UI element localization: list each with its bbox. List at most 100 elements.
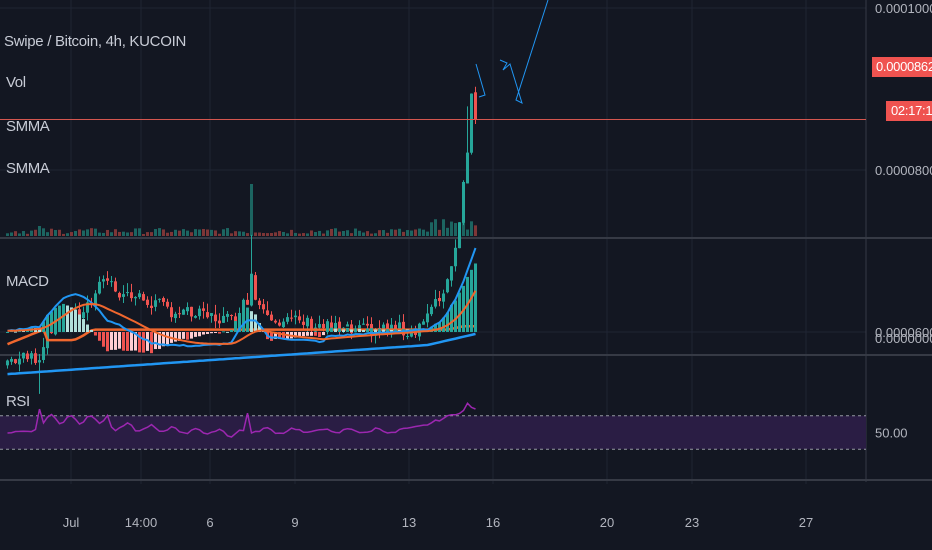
volume-bar [282, 231, 285, 236]
candle-body [338, 321, 341, 330]
candle-body [282, 321, 285, 328]
macd-histogram-bar [78, 314, 81, 332]
user-drawing[interactable] [475, 0, 549, 104]
volume-bar [22, 231, 25, 236]
volume-bar [42, 228, 45, 236]
macd-histogram-bar [326, 328, 329, 332]
indicator-label-smma-2[interactable]: SMMA [6, 160, 50, 177]
volume-bar [106, 229, 109, 236]
volume-bar [78, 229, 81, 236]
candle-body [190, 306, 193, 317]
candle-body [322, 323, 325, 329]
macd-series [6, 247, 477, 354]
macd-histogram-bar [238, 313, 241, 332]
volume-bar [18, 233, 21, 236]
macd-histogram-bar [186, 332, 189, 340]
candle-body [294, 315, 297, 318]
candle-body [410, 331, 413, 337]
volume-bar [130, 232, 133, 236]
volume-bar [50, 228, 53, 236]
macd-histogram-bar [258, 323, 261, 332]
candle-body [426, 313, 429, 323]
macd-histogram-bar [110, 332, 113, 350]
candle-body [250, 273, 253, 306]
macd-histogram-bar [66, 305, 69, 332]
candle-body [182, 309, 185, 315]
candle-body [226, 313, 229, 317]
candle-body [258, 300, 261, 306]
candle-body [206, 312, 209, 318]
y-tick-label: 0.00008000 [875, 163, 932, 178]
macd-histogram-bar [142, 332, 145, 353]
macd-histogram-bar [294, 332, 297, 338]
volume-bar [342, 230, 345, 236]
candle-body [254, 275, 257, 300]
macd-histogram-bar [438, 322, 441, 332]
indicator-label-smma-1[interactable]: SMMA [6, 118, 50, 135]
macd-histogram-bar [250, 311, 253, 332]
y-tick-label: 0.00000000 [875, 331, 932, 346]
candle-body [466, 152, 469, 184]
volume-bar [170, 231, 173, 236]
volume-bar [226, 228, 229, 236]
volume-bar [26, 233, 29, 236]
projection-arrow-1 [475, 63, 486, 98]
smma-slow-line [7, 332, 476, 376]
candle-body [310, 318, 313, 331]
candle-body [202, 308, 205, 311]
macd-histogram-bar [450, 304, 453, 332]
candle-body [458, 222, 461, 249]
macd-histogram-bar [182, 332, 185, 339]
macd-histogram-bar [374, 329, 377, 332]
candle-body [450, 266, 453, 281]
macd-histogram-bar [470, 269, 473, 332]
macd-histogram-bar [162, 332, 165, 347]
macd-histogram-bar [118, 332, 121, 349]
macd-histogram-bar [454, 300, 457, 332]
volume-bar [166, 232, 169, 236]
candle-body [390, 324, 393, 331]
candle-body [362, 323, 365, 325]
macd-histogram-bar [442, 317, 445, 332]
indicator-label-vol[interactable]: Vol [6, 74, 26, 91]
smma-lines [0, 119, 866, 376]
x-tick-label: 6 [206, 515, 213, 530]
candle-body [194, 315, 197, 318]
indicator-label-macd[interactable]: MACD [6, 273, 49, 290]
volume-bar [266, 233, 269, 236]
volume-bar [318, 230, 321, 236]
candle-body [110, 281, 113, 283]
volume-bar [430, 222, 433, 236]
macd-histogram-bar [274, 332, 277, 339]
volume-bar [322, 233, 325, 236]
candle-body [78, 309, 81, 317]
volume-bar [158, 228, 161, 236]
smma-fast-line [7, 325, 476, 346]
x-tick-label: 13 [402, 515, 416, 530]
candle-body [102, 279, 105, 282]
macd-line [7, 247, 477, 348]
macd-histogram-bar [434, 323, 437, 332]
volume-bar [366, 231, 369, 236]
indicator-label-rsi[interactable]: RSI [6, 393, 30, 410]
macd-histogram-bar [146, 332, 149, 351]
volume-bar [118, 231, 121, 236]
candle-body [42, 347, 45, 360]
macd-histogram-bar [202, 332, 205, 335]
macd-histogram-bar [474, 263, 477, 332]
macd-histogram-bar [282, 332, 285, 340]
macd-histogram-bar [322, 332, 325, 336]
volume-bar [70, 232, 73, 236]
volume-bar [58, 229, 61, 236]
volume-bar [298, 233, 301, 236]
volume-bar [66, 233, 69, 236]
candle-body [278, 322, 281, 326]
volume-bar [222, 229, 225, 236]
macd-histogram-bar [354, 328, 357, 332]
macd-histogram-bar [82, 319, 85, 332]
x-tick-label: Jul [63, 515, 80, 530]
macd-histogram-bar [254, 314, 257, 332]
macd-histogram-bar [214, 332, 217, 333]
volume-bar [294, 232, 297, 236]
